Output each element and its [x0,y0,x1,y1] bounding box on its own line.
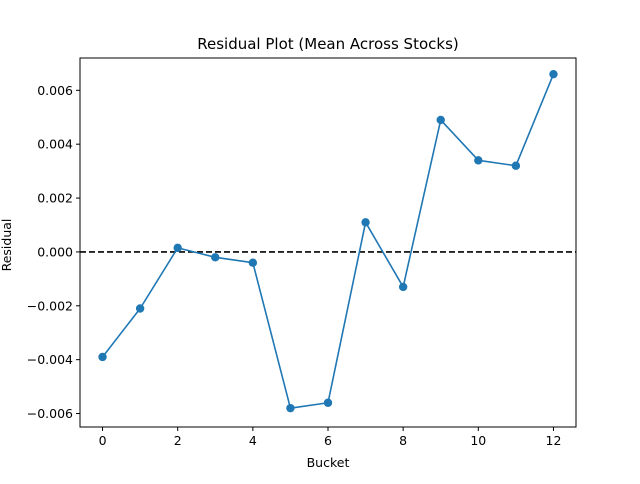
x-tick-label: 6 [324,433,332,448]
y-tick-label: 0.004 [37,137,73,152]
series-line [101,73,555,409]
x-tick-label: 12 [546,433,562,448]
y-tick-label: −0.004 [27,352,73,367]
y-tick-label: −0.006 [27,406,73,421]
plot-area: 0 2 4 6 8 10 12 −0.006 −0.004 −0.002 0.000 0.002 0.0… [27,57,577,448]
data-point-1 [135,304,145,313]
x-axis-label: Bucket [307,455,350,470]
x-tick-label: 8 [399,433,407,448]
data-point-12 [549,69,558,79]
data-point-7 [361,218,370,227]
x-tick-label: 4 [249,433,257,448]
y-tick-label: 0.002 [37,191,73,206]
chart-title: Residual Plot (Mean Across Stocks) [197,35,458,53]
x-tick-label: 2 [174,433,182,448]
y-tick-label: 0.000 [37,244,73,259]
y-axis-label: Residual [0,219,14,272]
x-tick-label: 10 [470,433,486,448]
data-point-2 [173,243,182,253]
data-point-4 [248,258,258,267]
x-tick-label: 0 [99,433,107,448]
plot-frame [79,57,577,428]
data-point-11 [511,161,521,170]
data-point-6 [323,398,333,407]
data-point-5 [286,403,295,413]
y-tick-label: −0.002 [27,298,73,313]
data-point-10 [474,156,483,165]
data-point-0 [98,352,107,362]
data-point-8 [398,282,408,292]
data-point-9 [436,115,445,125]
data-point-3 [211,253,220,262]
y-tick-label: 0.006 [37,83,73,98]
